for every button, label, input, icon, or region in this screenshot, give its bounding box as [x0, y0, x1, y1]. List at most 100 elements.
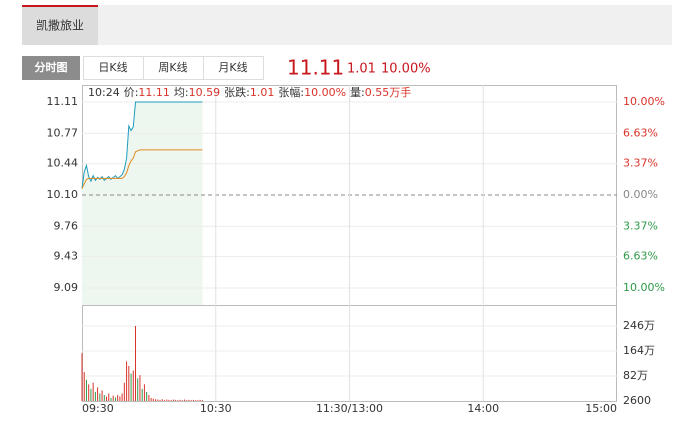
volume-bar [88, 384, 90, 401]
volume-bar [97, 387, 99, 401]
x-tick-label: 15:00 [585, 402, 617, 415]
stock-tab[interactable] [22, 5, 98, 45]
quote-change-pct: 10.00% [381, 62, 431, 77]
y2-tick-label: 10.00% [623, 281, 665, 294]
volume-bar [170, 400, 172, 401]
volume-bar [141, 388, 143, 401]
quote-change: 1.01 [347, 62, 376, 77]
volume-bar [85, 379, 87, 401]
volume-bar [184, 399, 186, 401]
volume-bar [119, 396, 121, 401]
y-tick-label: 10.44 [47, 157, 79, 170]
tab-label[interactable]: 周K线 [158, 60, 187, 74]
info-item: 张跌: [224, 85, 250, 99]
volume-bar [112, 395, 114, 401]
volume-bar [157, 399, 159, 401]
volume-bar [166, 399, 168, 401]
y-tick-label: 10.77 [47, 126, 79, 139]
volume-bar [143, 384, 145, 401]
y2-tick-label: 6.63% [623, 126, 658, 139]
info-item: 0.55万手 [365, 85, 412, 99]
price-line [81, 149, 203, 189]
stock-name: 凯撒旅业 [36, 18, 84, 33]
info-item: 均: [174, 86, 189, 99]
info-item: 价: [124, 86, 139, 99]
y-tick-label: 246万 [623, 319, 655, 332]
volume-bar [161, 399, 163, 401]
info-item: 10.59 [189, 86, 221, 99]
y2-tick-label: 0.00% [623, 188, 658, 201]
volume-bar [83, 372, 85, 401]
volume-bar [175, 399, 177, 401]
y2-tick-label: 3.37% [623, 157, 658, 170]
volume-bar [172, 399, 174, 401]
volume-bar [123, 382, 125, 401]
plot: 11.11 10.77 10.44 10.10 9.76 9.43 9.09 10.00% 6.… [47, 85, 665, 415]
info-item: 量: [350, 86, 365, 99]
price-area [82, 102, 203, 305]
y-tick-label: 10.10 [47, 188, 79, 201]
volume-bar [186, 400, 188, 401]
tab[interactable] [203, 56, 264, 80]
tab-label[interactable]: 月K线 [218, 60, 247, 74]
x-tick-label: 09:30 [82, 402, 114, 415]
volume-bar [108, 393, 110, 401]
volume-bar [199, 399, 201, 401]
volume-bar [90, 388, 92, 401]
volume-bar [132, 370, 134, 401]
volume-bar [155, 399, 157, 401]
y-tick-label: 82万 [623, 369, 648, 382]
y-tick-label: 9.43 [54, 250, 79, 263]
volume-bar [81, 353, 83, 401]
x-tick-label: 10:30 [200, 402, 232, 415]
volume-bar [179, 399, 181, 401]
volume-bar [177, 400, 179, 401]
volume-bar [188, 399, 190, 401]
y2-tick-label: 10.00% [623, 95, 665, 108]
volume-bar [137, 378, 139, 401]
volume-bar [101, 390, 103, 401]
price-line [81, 101, 203, 189]
y-tick-label: 164万 [623, 344, 655, 357]
top-bar [22, 5, 672, 45]
volume-bar [92, 382, 94, 401]
volume-bar [148, 394, 150, 401]
volume-bar [159, 399, 161, 401]
volume-bar [130, 373, 132, 401]
volume-bar [201, 400, 203, 401]
volume-bar [114, 397, 116, 401]
y-tick-label: 9.09 [54, 281, 79, 294]
volume-bar [163, 400, 165, 401]
y-tick-label: 9.76 [54, 219, 79, 232]
y2-tick-label: 6.63% [623, 250, 658, 263]
volume-bar [168, 399, 170, 401]
info-item: 11.11 [138, 86, 170, 99]
tab-label[interactable]: 日K线 [98, 60, 127, 74]
info-item: 张幅: [278, 86, 304, 99]
volume-bar [94, 391, 96, 401]
volume-bar [99, 393, 101, 401]
volume-bar [110, 398, 112, 401]
volume-bar [146, 391, 148, 401]
volume-bar [152, 398, 154, 401]
quote-price: 11.11 [287, 56, 344, 80]
info-item: 1.01 [250, 86, 275, 99]
y2-tick-label: 3.37% [623, 219, 658, 232]
volume-bar [195, 400, 197, 401]
volume-bar [121, 393, 123, 401]
tab-active[interactable] [22, 56, 80, 80]
volume-bar [135, 326, 136, 401]
volume-bar [190, 400, 192, 401]
volume-bar [117, 394, 119, 401]
y-tick-label: 11.11 [47, 95, 79, 108]
volume-bar [181, 400, 183, 401]
tab-label[interactable]: 分时图 [35, 60, 68, 74]
y-tick-label: 2600 [623, 394, 651, 407]
stock-tab-accent [22, 5, 98, 7]
volume-bar [126, 361, 128, 401]
volume-bar [139, 375, 141, 401]
volume-bar [128, 365, 130, 401]
volume-bar [197, 400, 199, 401]
volume-bar [192, 399, 194, 401]
